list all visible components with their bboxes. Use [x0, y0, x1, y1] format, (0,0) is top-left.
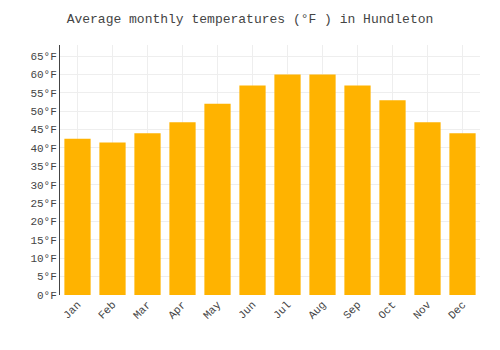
- svg-text:Dec: Dec: [446, 299, 468, 321]
- svg-text:5°F: 5°F: [37, 271, 57, 283]
- svg-text:10°F: 10°F: [30, 253, 56, 265]
- svg-text:0°F: 0°F: [37, 290, 57, 302]
- svg-text:Aug: Aug: [306, 299, 328, 321]
- svg-text:Oct: Oct: [376, 299, 398, 321]
- svg-text:60°F: 60°F: [30, 69, 56, 81]
- svg-text:35°F: 35°F: [30, 161, 56, 173]
- svg-text:20°F: 20°F: [30, 216, 56, 228]
- svg-text:Jul: Jul: [271, 299, 293, 321]
- svg-text:50°F: 50°F: [30, 106, 56, 118]
- svg-text:Apr: Apr: [166, 299, 188, 321]
- svg-text:Average monthly temperatures (: Average monthly temperatures (°F ) in Hu…: [67, 12, 434, 27]
- svg-text:30°F: 30°F: [30, 180, 56, 192]
- svg-text:25°F: 25°F: [30, 198, 56, 210]
- svg-text:55°F: 55°F: [30, 88, 56, 100]
- svg-text:Jan: Jan: [61, 299, 83, 321]
- svg-text:Mar: Mar: [131, 299, 153, 321]
- svg-text:45°F: 45°F: [30, 124, 56, 136]
- svg-text:40°F: 40°F: [30, 143, 56, 155]
- svg-text:Jun: Jun: [236, 299, 258, 321]
- svg-text:65°F: 65°F: [30, 51, 56, 63]
- svg-text:Nov: Nov: [411, 299, 434, 322]
- svg-text:Feb: Feb: [96, 299, 118, 321]
- svg-text:May: May: [201, 299, 224, 322]
- svg-text:15°F: 15°F: [30, 235, 56, 247]
- svg-text:Sep: Sep: [341, 299, 363, 321]
